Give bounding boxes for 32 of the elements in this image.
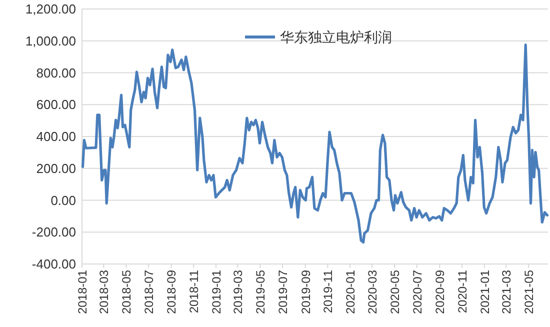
legend-label: 华东独立电炉利润 [280, 29, 392, 45]
y-tick-label: 0.00 [50, 192, 76, 208]
x-tick-label: 2020-01 [344, 270, 358, 314]
x-tick-label: 2021-05 [522, 270, 536, 314]
x-tick-label: 2018-01 [76, 270, 90, 314]
x-tick-label: 2018-07 [142, 270, 156, 314]
x-tick-label: 2020-07 [410, 270, 424, 314]
x-tick-label: 2019-11 [321, 270, 336, 314]
y-tick-label: 400.00 [36, 129, 76, 144]
x-tick-label: 2020-05 [388, 270, 402, 314]
x-tick-label: 2019-01 [210, 270, 224, 314]
x-tick-label: 2018-11 [187, 270, 202, 314]
line-series [81, 44, 549, 244]
y-tick-label: 600.00 [36, 97, 76, 112]
x-tick-label: 2021-01 [478, 270, 492, 314]
x-tick-label: 2018-05 [120, 270, 134, 314]
x-tick-label: 2020-03 [366, 270, 380, 314]
x-tick-label: 2020-09 [433, 270, 448, 314]
y-tick-label: 200.00 [36, 160, 76, 176]
x-tick-label: 2019-09 [298, 270, 313, 314]
x-tick-label: 2019-03 [231, 270, 246, 314]
x-tick-label: 2021-03 [500, 270, 514, 314]
x-tick-label: 2020-11 [456, 270, 470, 314]
x-tick-label: 2019-07 [276, 270, 290, 314]
y-tick-label: 800.00 [36, 65, 76, 80]
y-tick-label: -200.00 [32, 224, 76, 240]
y-tick-label: 1,200.00 [25, 2, 76, 16]
y-tick-label: 1,000.00 [25, 33, 76, 48]
x-tick-label: 2018-03 [97, 270, 112, 314]
x-tick-label: 2019-05 [254, 270, 268, 314]
x-tick-label: 2018-09 [164, 270, 179, 314]
y-tick-label: -400.00 [32, 256, 76, 272]
